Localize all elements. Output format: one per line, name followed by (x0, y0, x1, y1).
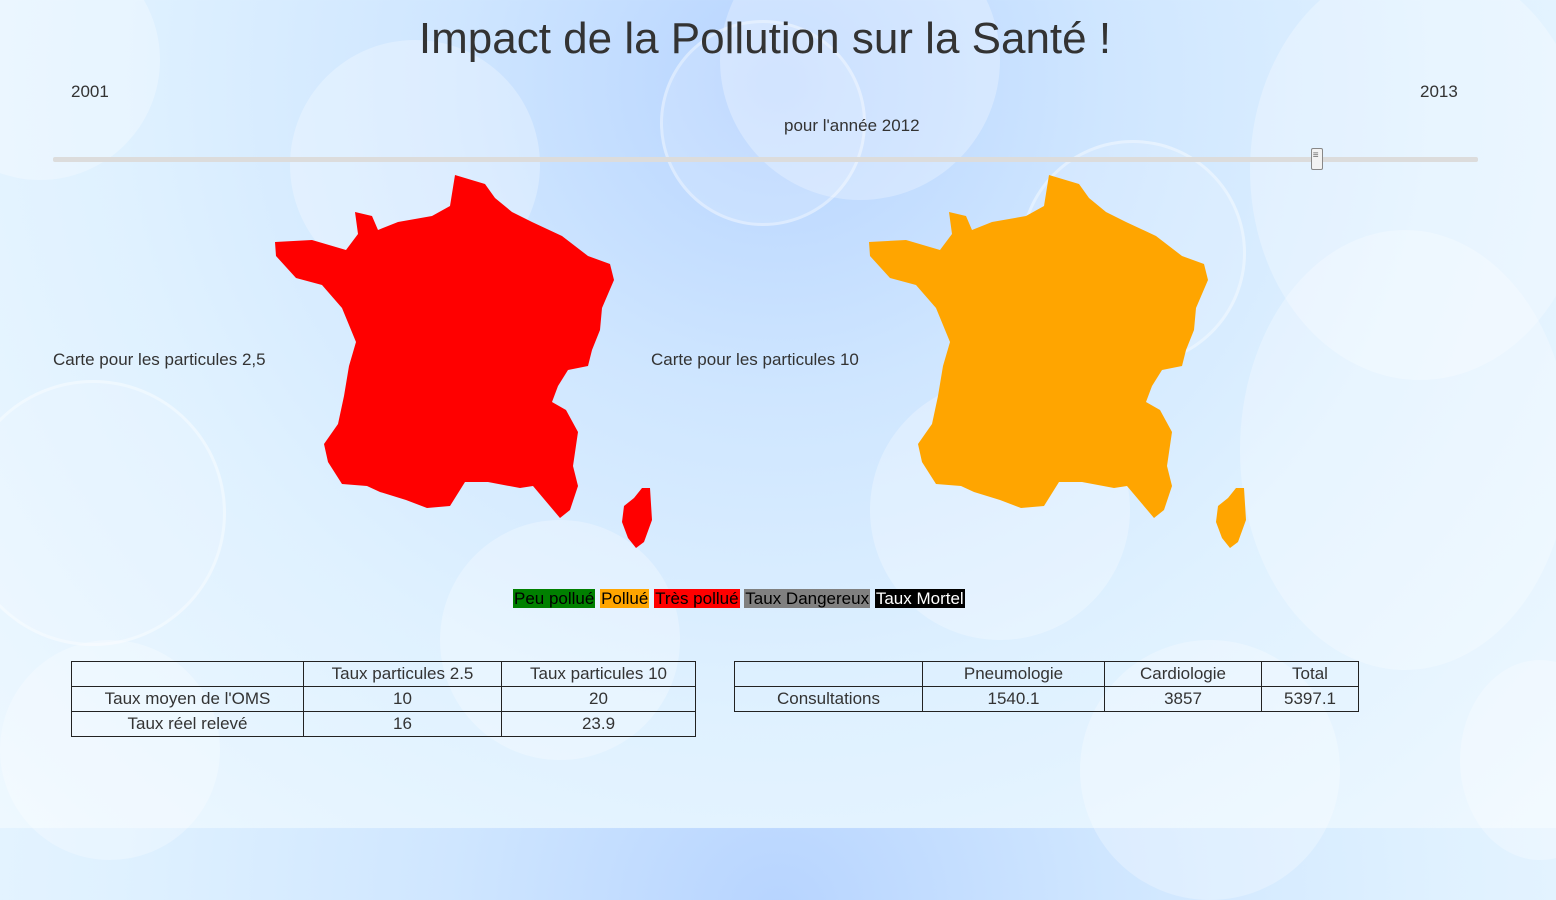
table-header-cell: Taux particules 2.5 (303, 661, 502, 687)
table-header-cell: Cardiologie (1104, 661, 1262, 687)
table-header-cell: Taux particules 10 (501, 661, 696, 687)
france-map-pm25 (275, 175, 652, 548)
table-cell: Taux moyen de l'OMS (71, 686, 304, 712)
table-cell: 3857 (1104, 686, 1262, 712)
corsica-shape (622, 488, 652, 548)
selected-year-label: pour l'année 2012 (784, 116, 920, 135)
background-bokeh (1460, 660, 1556, 860)
page-title: Impact de la Pollution sur la Santé ! (418, 14, 1112, 63)
table-cell: 5397.1 (1261, 686, 1359, 712)
table-header-row: Taux particules 2.5 Taux particules 10 (71, 661, 696, 687)
year-slider-handle[interactable] (1310, 148, 1323, 170)
legend-item-taux-mortel: Taux Mortel (874, 589, 965, 608)
table-row: Taux réel relevé 16 23.9 (71, 711, 696, 737)
table-header-cell (71, 661, 304, 687)
table-cell: 20 (501, 686, 696, 712)
pollution-legend: Peu pollué Pollué Très pollué Taux Dange… (513, 589, 965, 609)
legend-item-taux-dangereux: Taux Dangereux (744, 589, 871, 608)
france-map-pm10 (869, 175, 1246, 548)
legend-item-pollue: Pollué (600, 589, 650, 608)
year-slider-track[interactable] (53, 157, 1478, 162)
table-header-cell: Pneumologie (922, 661, 1105, 687)
france-mainland-shape (869, 175, 1208, 518)
particles-table: Taux particules 2.5 Taux particules 10 T… (71, 661, 696, 737)
table-header-cell (734, 661, 923, 687)
background-bokeh (1240, 230, 1556, 670)
slider-max-label: 2013 (1420, 82, 1458, 101)
corsica-shape (1216, 488, 1246, 548)
map-label-pm25: Carte pour les particules 2,5 (53, 350, 266, 369)
table-cell: 1540.1 (922, 686, 1105, 712)
france-mainland-shape (275, 175, 614, 518)
legend-item-tres-pollue: Très pollué (654, 589, 740, 608)
table-cell: Taux réel relevé (71, 711, 304, 737)
background-bokeh (0, 380, 226, 646)
table-row: Taux moyen de l'OMS 10 20 (71, 686, 696, 712)
legend-item-peu-pollue: Peu pollué (513, 589, 596, 608)
table-cell: 23.9 (501, 711, 696, 737)
table-row: Consultations 1540.1 3857 5397.1 (734, 686, 1359, 712)
table-cell: Consultations (734, 686, 923, 712)
consultations-table: Pneumologie Cardiologie Total Consultati… (734, 661, 1359, 712)
table-header-row: Pneumologie Cardiologie Total (734, 661, 1359, 687)
table-cell: 16 (303, 711, 502, 737)
map-label-pm10: Carte pour les particules 10 (651, 350, 859, 369)
slider-min-label: 2001 (71, 82, 109, 101)
table-header-cell: Total (1261, 661, 1359, 687)
table-cell: 10 (303, 686, 502, 712)
